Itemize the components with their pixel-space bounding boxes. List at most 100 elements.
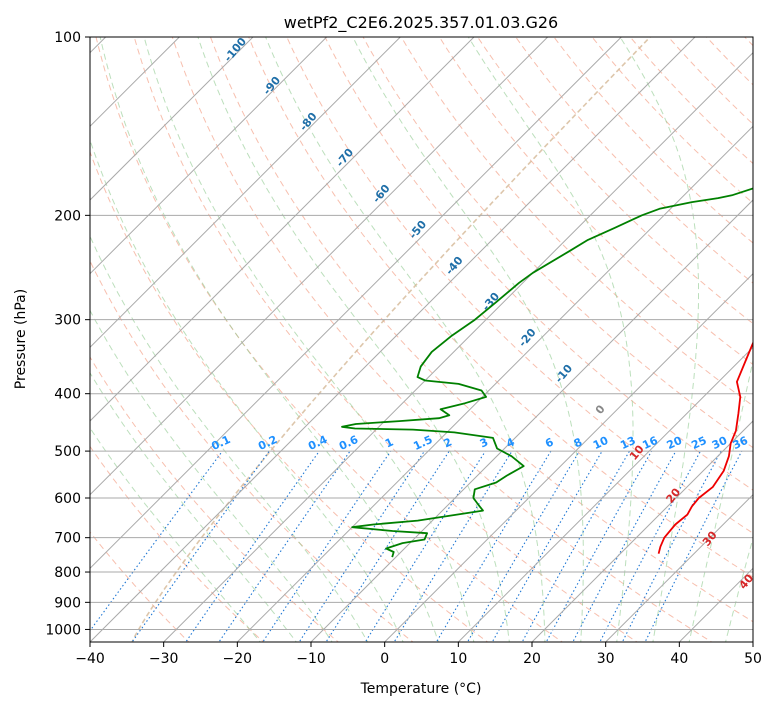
- mixing-ratio-line: [599, 450, 701, 642]
- y-axis: 100 200 300 400 500 600 700 800 900 1000: [45, 30, 90, 638]
- dry-adiabat: [438, 37, 753, 366]
- dry-adiabat: [248, 37, 753, 578]
- y-tick-label: 900: [54, 595, 81, 611]
- isotherm: [90, 37, 696, 642]
- isobars: [90, 37, 753, 630]
- x-tick-label: −30: [149, 651, 179, 667]
- mixing-ratio-label: 30: [710, 434, 730, 452]
- mixing-ratio-line: [185, 450, 320, 642]
- mixing-ratio-line: [90, 450, 223, 632]
- moist-adiabat: [688, 358, 753, 642]
- mixing-ratio-label: 16: [640, 434, 660, 452]
- y-tick-label: 700: [54, 531, 81, 547]
- mixing-ratio-line: [393, 450, 513, 642]
- moist-adiabat: [265, 37, 546, 642]
- isotherm: [531, 420, 753, 642]
- moist-adiabat: [467, 37, 634, 642]
- x-tick-label: 40: [670, 651, 688, 667]
- moist-adiabat: [143, 37, 475, 642]
- x-axis-label: Temperature (°C): [360, 681, 482, 697]
- mixing-ratio-label: 25: [689, 434, 708, 452]
- moist-adiabat-label: -10: [552, 362, 575, 386]
- moist-adiabat-label: 0: [593, 402, 608, 416]
- x-tick-label: 10: [449, 651, 467, 667]
- dry-adiabat: [90, 445, 265, 642]
- mixing-ratio-line: [262, 450, 392, 642]
- mixing-ratio-label: 6: [543, 435, 556, 450]
- mixing-ratio-label: 13: [618, 434, 637, 452]
- mixing-ratio-label: 0.6: [337, 433, 360, 453]
- mixing-ratio-line: [298, 450, 425, 642]
- y-tick-label: 400: [54, 387, 81, 403]
- dry-adiabat: [770, 24, 775, 645]
- x-tick-label: −20: [223, 651, 253, 667]
- mixing-ratio-label: 20: [665, 434, 685, 452]
- isotherm: [752, 641, 753, 642]
- isotherm: [90, 37, 549, 496]
- x-tick-label: −10: [296, 651, 326, 667]
- isotherm: [90, 37, 622, 570]
- moist-adiabat: [90, 427, 261, 642]
- moist-adiabat: [90, 235, 369, 642]
- dry-adiabat: [515, 37, 753, 284]
- mixing-ratio-line: [466, 450, 580, 642]
- mixing-ratio-label: 10: [591, 434, 611, 452]
- x-axis: −40 −30 −20 −10 0 10 20 30 40 50: [75, 642, 762, 667]
- x-tick-label: 20: [523, 651, 541, 667]
- x-tick-label: 30: [597, 651, 615, 667]
- profile-series: [341, 187, 753, 558]
- mixing-ratio-label: 2: [442, 435, 454, 450]
- dry-adiabat: [705, 37, 753, 86]
- isotherm: [678, 567, 753, 642]
- y-tick-label: 200: [54, 208, 81, 224]
- mixing-ratio-line: [621, 450, 722, 642]
- isotherm: [90, 37, 401, 349]
- mixing-ratio-line: [572, 450, 677, 642]
- moist-adiabat: [725, 536, 753, 642]
- moist-adiabat-label: -90: [260, 74, 283, 98]
- mixing-ratio-lines: [90, 450, 743, 642]
- mixing-ratio-line: [644, 450, 743, 642]
- isotherms: [90, 37, 753, 642]
- y-tick-label: 1000: [45, 622, 81, 638]
- mixing-ratio-label: 0.4: [306, 433, 329, 453]
- moist-adiabat: [197, 37, 510, 642]
- mixing-ratio-label: 1.5: [411, 433, 434, 453]
- moist-adiabat-label: -20: [516, 326, 539, 350]
- mixing-ratio-line: [325, 450, 450, 642]
- dry-adiabat: [90, 150, 489, 642]
- moist-adiabat-label: -30: [479, 290, 502, 314]
- mixing-ratio-label: 36: [731, 434, 751, 452]
- isotherm: [457, 346, 753, 642]
- moist-adiabat: [90, 371, 297, 642]
- dry-adiabat: [324, 37, 753, 491]
- isotherm: [90, 37, 254, 201]
- dry-adiabat: [133, 37, 638, 642]
- chart-title: wetPf2_C2E6.2025.357.01.03.G26: [284, 13, 558, 33]
- isotherm: [163, 51, 753, 642]
- plot-area: 0.1 0.2 0.4 0.6 1 1.5 2 3 4 6 8 10 13 16 20 25 30 36-100-…: [90, 24, 775, 645]
- dry-adiabat: [744, 37, 753, 47]
- moist-adiabat: [90, 138, 404, 642]
- moist-adiabat-label: -40: [443, 254, 466, 278]
- moist-adiabat: [352, 37, 584, 642]
- dry-adiabat: [90, 259, 414, 642]
- mixing-ratio-line: [131, 450, 270, 642]
- moist-adiabat-label: -70: [333, 146, 356, 170]
- y-tick-label: 100: [54, 30, 81, 46]
- y-axis-label: Pressure (hPa): [13, 289, 29, 389]
- isotherm: [384, 272, 753, 642]
- mixing-ratio-line: [435, 450, 552, 642]
- moist-adiabat: [90, 309, 333, 642]
- dry-adiabat: [591, 37, 753, 204]
- dry-adiabat: [362, 37, 753, 449]
- moist-adiabat-label: 30: [700, 528, 720, 548]
- mixing-ratio-label: 1: [383, 435, 395, 450]
- moist-adiabat-label: -100: [221, 35, 249, 65]
- temperature-line: [657, 340, 753, 554]
- isotherm: [605, 493, 753, 642]
- isotherm: [90, 37, 475, 422]
- moist-adiabat-label: -50: [406, 218, 429, 242]
- isotherm: [90, 37, 328, 275]
